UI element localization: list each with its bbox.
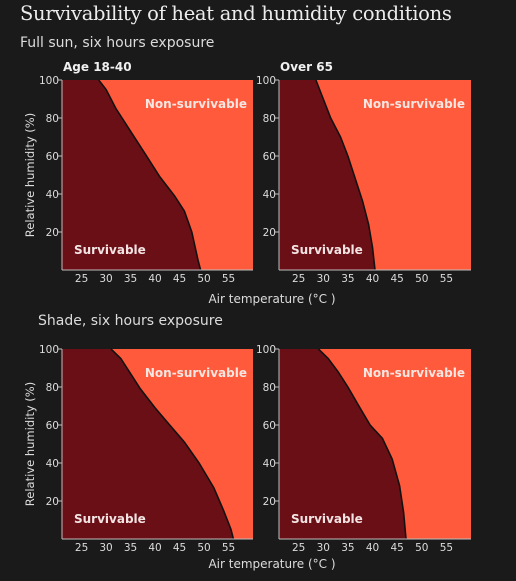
non-survivable-label: Non-survivable bbox=[145, 366, 247, 380]
survivability-boundary-line bbox=[315, 79, 376, 271]
survivable-label: Survivable bbox=[291, 243, 363, 257]
y-tick-label: 20 bbox=[263, 496, 276, 508]
y-tick-label: 100 bbox=[256, 75, 276, 87]
y-tick-label: 40 bbox=[263, 458, 276, 470]
x-tick-label: 25 bbox=[75, 273, 88, 285]
survivable-label: Survivable bbox=[74, 512, 146, 526]
x-tick-label: 45 bbox=[390, 273, 403, 285]
x-tick-label: 45 bbox=[173, 542, 186, 554]
panel-title: Over 65 bbox=[280, 60, 333, 74]
x-tick-label: 55 bbox=[222, 542, 235, 554]
y-tick-label: 80 bbox=[263, 382, 276, 394]
x-tick-label: 55 bbox=[222, 273, 235, 285]
y-tick-label: 20 bbox=[263, 227, 276, 239]
y-tick-label: 40 bbox=[263, 189, 276, 201]
x-tick-label: 35 bbox=[124, 542, 137, 554]
panel-title: Age 18-40 bbox=[63, 60, 132, 74]
survivability-boundary-line bbox=[317, 348, 407, 540]
y-tick-label: 100 bbox=[256, 344, 276, 356]
non-survivable-label: Non-survivable bbox=[145, 97, 247, 111]
x-tick-label: 35 bbox=[124, 273, 137, 285]
x-tick-label: 30 bbox=[317, 273, 330, 285]
x-axis-title: Air temperature (°C ) bbox=[208, 292, 335, 306]
survivable-region bbox=[62, 349, 234, 539]
x-tick-label: 30 bbox=[317, 542, 330, 554]
survivable-region bbox=[279, 80, 375, 270]
y-tick-label: 20 bbox=[46, 496, 59, 508]
x-tick-label: 40 bbox=[148, 273, 161, 285]
x-tick-label: 40 bbox=[366, 273, 379, 285]
y-tick-label: 60 bbox=[263, 151, 276, 163]
x-axis-title: Air temperature (°C ) bbox=[208, 557, 335, 571]
x-tick-label: 45 bbox=[173, 273, 186, 285]
survivable-label: Survivable bbox=[291, 512, 363, 526]
x-tick-label: 50 bbox=[197, 542, 210, 554]
y-tick-label: 40 bbox=[46, 458, 59, 470]
x-tick-label: 25 bbox=[75, 542, 88, 554]
y-tick-label: 60 bbox=[46, 151, 59, 163]
y-axis-title: Relative humidity (%) bbox=[23, 113, 37, 237]
survivable-region bbox=[279, 349, 406, 539]
y-tick-label: 60 bbox=[46, 420, 59, 432]
y-tick-label: 100 bbox=[39, 344, 59, 356]
x-tick-label: 25 bbox=[292, 273, 305, 285]
y-tick-label: 60 bbox=[263, 420, 276, 432]
x-tick-label: 30 bbox=[99, 273, 112, 285]
x-tick-label: 30 bbox=[99, 542, 112, 554]
x-tick-label: 45 bbox=[390, 542, 403, 554]
survivable-region bbox=[62, 80, 201, 270]
x-tick-label: 25 bbox=[292, 542, 305, 554]
x-tick-label: 50 bbox=[415, 542, 428, 554]
survivability-boundary-line bbox=[110, 348, 235, 540]
x-tick-label: 40 bbox=[148, 542, 161, 554]
x-tick-label: 35 bbox=[341, 542, 354, 554]
non-survivable-label: Non-survivable bbox=[363, 97, 465, 111]
x-tick-label: 55 bbox=[440, 542, 453, 554]
y-tick-label: 40 bbox=[46, 189, 59, 201]
survivable-label: Survivable bbox=[74, 243, 146, 257]
x-tick-label: 40 bbox=[366, 542, 379, 554]
x-tick-label: 55 bbox=[440, 273, 453, 285]
y-tick-label: 80 bbox=[46, 382, 59, 394]
x-tick-label: 35 bbox=[341, 273, 354, 285]
x-tick-label: 50 bbox=[197, 273, 210, 285]
y-tick-label: 80 bbox=[263, 113, 276, 125]
y-axis-title: Relative humidity (%) bbox=[23, 382, 37, 506]
y-tick-label: 20 bbox=[46, 227, 59, 239]
section-subtitle-shade: Shade, six hours exposure bbox=[38, 313, 223, 329]
x-tick-label: 50 bbox=[415, 273, 428, 285]
survivability-boundary-line bbox=[98, 79, 202, 271]
y-tick-label: 100 bbox=[39, 75, 59, 87]
non-survivable-label: Non-survivable bbox=[363, 366, 465, 380]
y-tick-label: 80 bbox=[46, 113, 59, 125]
chart-title: Survivability of heat and humidity condi… bbox=[20, 2, 452, 25]
section-subtitle-full-sun: Full sun, six hours exposure bbox=[20, 35, 215, 51]
